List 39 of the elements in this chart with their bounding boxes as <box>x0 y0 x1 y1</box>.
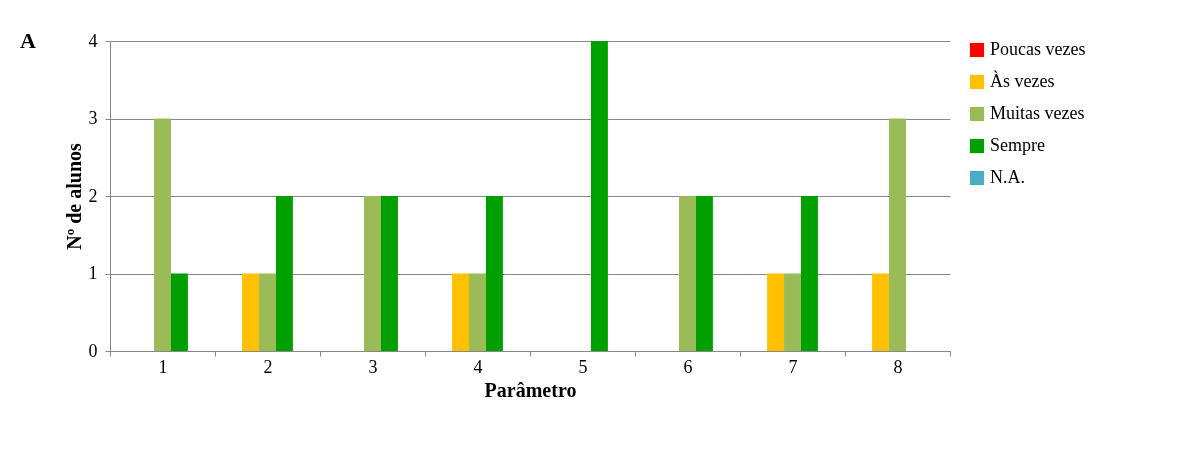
bar <box>154 118 171 351</box>
bar <box>590 41 608 351</box>
y-tick-label: 3 <box>88 108 98 128</box>
bar <box>469 273 486 351</box>
bar <box>872 273 890 351</box>
bar <box>679 196 696 351</box>
bar <box>170 273 188 351</box>
bar <box>275 196 293 351</box>
legend-label: N.A. <box>990 167 1025 187</box>
x-tick-label: 8 <box>893 356 903 377</box>
x-tick-label: 7 <box>788 356 798 377</box>
bar <box>784 273 801 351</box>
x-tick-label: 1 <box>158 356 168 377</box>
x-tick-label: 4 <box>473 356 483 377</box>
y-tick-label: 2 <box>88 185 98 206</box>
legend-label: Muitas vezes <box>990 103 1085 123</box>
y-axis-title: Nº de alunos <box>62 142 85 250</box>
bar <box>259 273 276 351</box>
bar <box>364 196 381 351</box>
legend-label: Às vezes <box>990 70 1055 91</box>
y-tick-label: 0 <box>88 340 98 361</box>
legend-label: Sempre <box>990 135 1045 155</box>
bar <box>695 196 713 351</box>
x-tick-label: 6 <box>683 356 693 377</box>
text: A <box>20 28 36 53</box>
x-tick-label: 2 <box>263 356 273 377</box>
bar <box>800 196 818 351</box>
bar <box>767 273 785 351</box>
x-tick-label: 3 <box>368 356 378 377</box>
legend-label: Poucas vezes <box>990 39 1086 59</box>
bar <box>380 196 398 351</box>
y-tick-label: 4 <box>88 30 98 51</box>
bar <box>485 196 503 351</box>
bar <box>242 273 260 351</box>
bar <box>452 273 470 351</box>
x-tick-label: 5 <box>578 356 588 377</box>
x-axis-title: Parâmetro <box>484 378 577 401</box>
y-tick-label: 1 <box>88 263 98 283</box>
bar <box>889 118 906 351</box>
